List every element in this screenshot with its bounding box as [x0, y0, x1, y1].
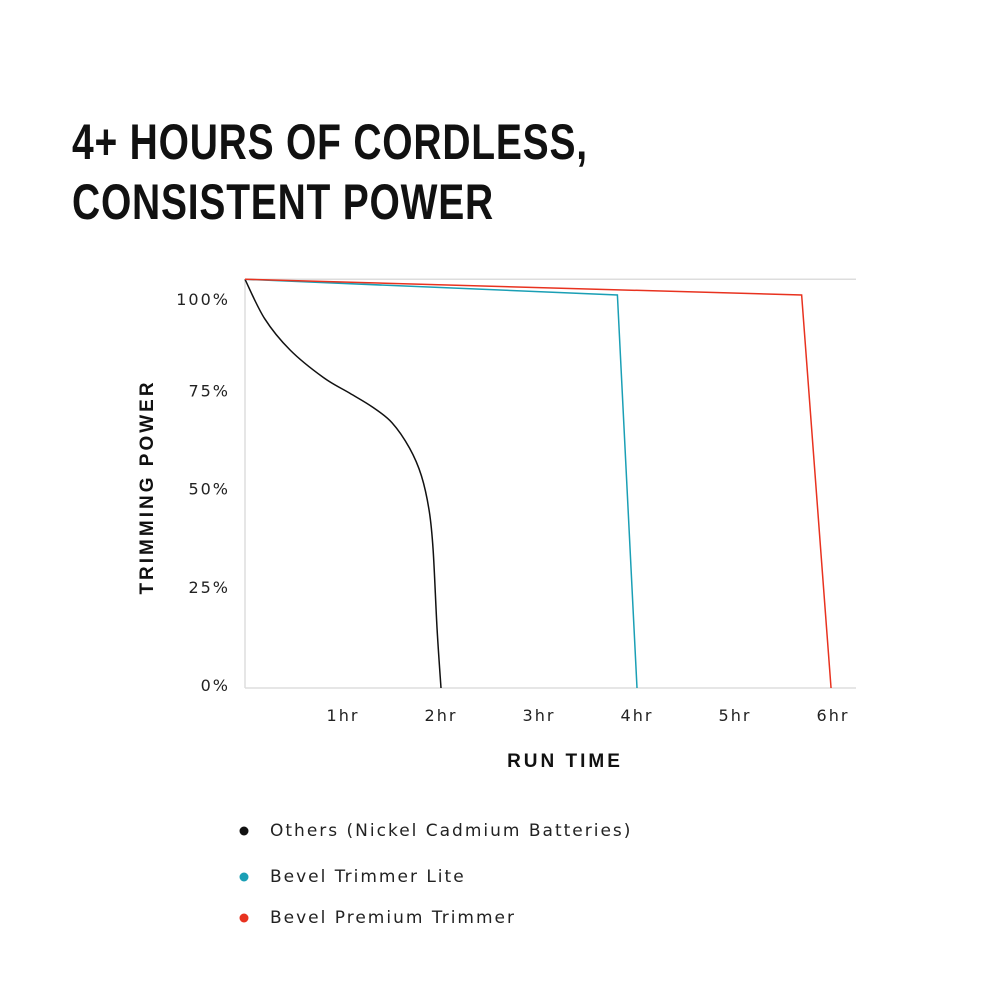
x-tick-label: 3hr: [523, 706, 556, 725]
series-line-2: [244, 278, 832, 689]
y-tick-label: 0%: [201, 676, 230, 695]
y-tick-label: 75%: [188, 381, 230, 400]
title-line-1: 4+ HOURS OF CORDLESS,: [72, 114, 588, 170]
x-tick-label: 2hr: [425, 706, 458, 725]
x-tick-label: 4hr: [621, 706, 654, 725]
legend-marker: [239, 872, 249, 882]
x-tick-label: 6hr: [817, 706, 850, 725]
y-tick-label: 25%: [188, 578, 230, 597]
x-axis-label: RUN TIME: [507, 751, 623, 772]
y-tick-label: 50%: [188, 480, 230, 499]
legend-label: Bevel Trimmer Lite: [270, 867, 466, 887]
x-tick-label: 5hr: [719, 706, 752, 725]
legend-marker: [239, 913, 249, 923]
y-axis-label: TRIMMING POWER: [137, 379, 158, 594]
title-line-2: CONSISTENT POWER: [72, 174, 495, 230]
chart-title: 4+ HOURS OF CORDLESS, CONSISTENT POWER: [72, 112, 588, 232]
y-tick-label: 100%: [176, 290, 230, 309]
legend-label: Others (Nickel Cadmium Batteries): [270, 821, 632, 841]
legend-marker: [239, 826, 249, 836]
x-tick-label: 1hr: [327, 706, 360, 725]
series-line-1: [244, 278, 638, 689]
series-line-0: [244, 278, 442, 689]
legend-label: Bevel Premium Trimmer: [270, 908, 516, 928]
